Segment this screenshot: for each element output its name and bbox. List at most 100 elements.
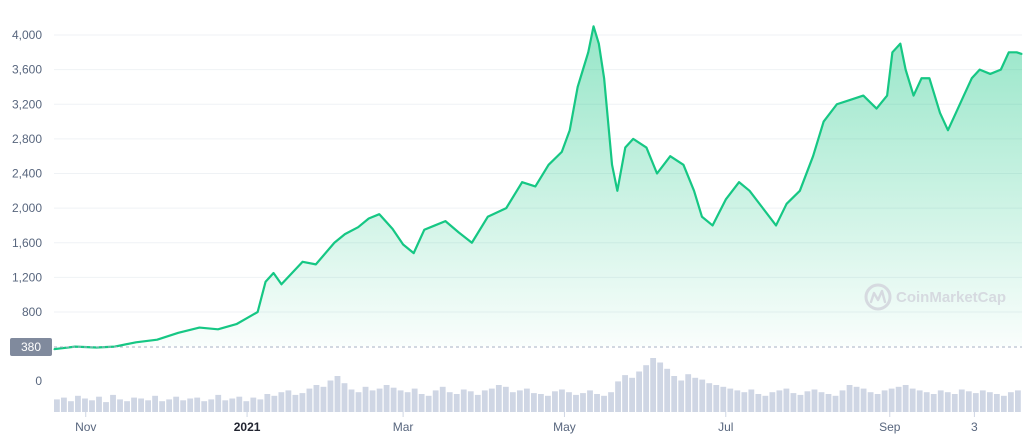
volume-bar — [516, 390, 523, 412]
price-point — [812, 155, 814, 157]
volume-bar — [467, 391, 474, 412]
volume-bar — [523, 388, 530, 412]
price-point — [344, 233, 346, 235]
volume-bar — [166, 399, 173, 412]
current-price-badge — [10, 338, 52, 356]
price-point — [920, 77, 923, 79]
volume-bar — [923, 392, 930, 412]
volume-bar — [741, 392, 748, 412]
volume-bar — [236, 396, 243, 412]
volume-bar — [54, 399, 60, 412]
price-point — [1008, 51, 1010, 53]
volume-bar — [327, 380, 334, 412]
volume-bar — [355, 392, 362, 412]
volume-bar — [664, 368, 671, 412]
volume-bar — [678, 380, 685, 412]
volume-bar — [797, 394, 804, 412]
price-point — [645, 146, 648, 149]
volume-bar — [825, 394, 832, 412]
price-point — [264, 281, 267, 283]
price-point — [177, 332, 179, 334]
volume-bar — [538, 394, 544, 412]
volume-bar — [685, 374, 692, 412]
volume-bar — [117, 399, 123, 412]
price-point — [272, 272, 275, 274]
volume-bar — [615, 381, 621, 412]
price-point — [905, 69, 907, 71]
price-point — [912, 94, 915, 97]
volume-bar — [958, 389, 965, 412]
volume-bar — [580, 393, 586, 412]
x-tick-label: Jul — [718, 420, 733, 434]
volume-bar — [96, 396, 102, 412]
volume-bar — [601, 395, 607, 412]
volume-bar — [727, 388, 734, 412]
volume-bar — [916, 390, 923, 412]
volume-bar — [124, 401, 130, 412]
x-tick-label: Sep — [879, 420, 901, 434]
price-point — [368, 217, 370, 220]
volume-bar — [671, 376, 678, 412]
volume-bar — [867, 392, 874, 412]
x-tick-label: Mar — [393, 420, 414, 434]
price-point — [669, 155, 671, 157]
price-point — [682, 164, 685, 166]
volume-bar — [243, 401, 250, 412]
volume-bar — [650, 358, 657, 412]
volume-bar — [699, 379, 706, 412]
volume-bar — [811, 389, 818, 412]
price-point — [505, 207, 507, 209]
price-point — [569, 129, 571, 131]
volume-bar — [636, 371, 643, 412]
volume-bar — [61, 397, 67, 412]
volume-bar — [657, 362, 664, 412]
x-tick-label: Nov — [75, 420, 96, 434]
watermark-text: CoinMarketCap — [896, 289, 1006, 306]
price-point — [246, 317, 248, 319]
volume-bar — [748, 389, 755, 412]
y-tick-label: 1,200 — [12, 270, 42, 284]
volume-bar — [930, 394, 937, 412]
price-point — [257, 311, 259, 313]
volume-bar — [439, 386, 446, 412]
volume-bar — [208, 399, 215, 412]
x-axis-labels: Nov 2021 Mar May Jul Sep 3 — [75, 412, 978, 434]
volume-bar — [734, 390, 741, 412]
y-tick-label: 2,000 — [12, 201, 42, 215]
price-point — [402, 243, 404, 246]
volume-bar — [846, 385, 853, 412]
price-point — [624, 146, 626, 149]
price-point — [775, 224, 777, 227]
price-point — [235, 323, 238, 325]
price-point — [577, 86, 579, 88]
price-point — [357, 226, 359, 228]
y-axis-labels: 0 800 1,200 1,600 2,000 2,400 2,800 3,200 3,600 4… — [12, 28, 42, 388]
price-point — [862, 94, 864, 97]
volume-bar — [979, 390, 986, 412]
volume-bar — [271, 395, 278, 412]
volume-bar — [888, 388, 895, 412]
volume-bar — [145, 400, 151, 412]
volume-bar — [972, 393, 979, 412]
volume-bar — [993, 394, 1000, 412]
volume-bar — [201, 401, 208, 412]
volume-bar — [362, 386, 369, 412]
volume-bar — [369, 390, 376, 412]
volume-bar — [874, 394, 881, 412]
volume-bar — [944, 392, 951, 412]
volume-bar — [573, 394, 579, 412]
volume-bar — [706, 383, 713, 412]
price-point — [725, 198, 727, 201]
price-point — [616, 190, 618, 192]
y-tick-label: 2,400 — [12, 167, 42, 181]
price-point — [413, 252, 415, 254]
volume-bar — [285, 390, 292, 412]
volume-bar — [250, 397, 257, 412]
price-point — [603, 77, 605, 79]
price-point — [333, 242, 335, 244]
coinmarketcap-watermark: CoinMarketCap — [864, 283, 1006, 311]
volume-bar — [418, 394, 425, 412]
volume-bar — [446, 392, 453, 412]
volume-bar — [138, 398, 144, 412]
